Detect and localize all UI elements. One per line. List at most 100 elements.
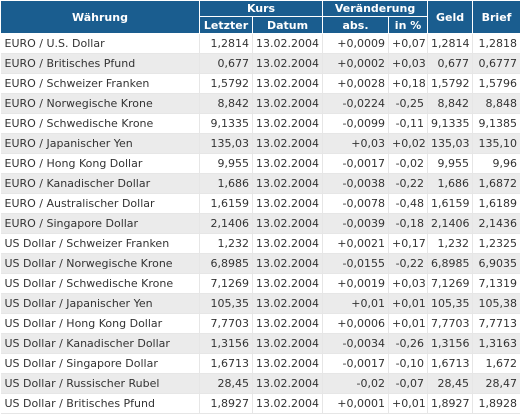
column-header-pct[interactable]: in % bbox=[389, 17, 428, 34]
cell-change-pct: +0,01 bbox=[389, 394, 428, 414]
cell-change-abs: +0,0028 bbox=[323, 74, 389, 94]
cell-change-pct: +0,01 bbox=[389, 294, 428, 314]
cell-last: 1,232 bbox=[200, 234, 253, 254]
cell-ask: 28,47 bbox=[473, 374, 520, 394]
cell-currency-pair: US Dollar / Russischer Rubel bbox=[1, 374, 200, 394]
cell-change-pct: -0,22 bbox=[389, 174, 428, 194]
column-header-ask[interactable]: Brief bbox=[473, 1, 520, 34]
cell-change-abs: +0,0002 bbox=[323, 54, 389, 74]
cell-bid: 2,1406 bbox=[428, 214, 473, 234]
cell-bid: 7,1269 bbox=[428, 274, 473, 294]
cell-last: 135,03 bbox=[200, 134, 253, 154]
column-header-bid[interactable]: Geld bbox=[428, 1, 473, 34]
cell-bid: 28,45 bbox=[428, 374, 473, 394]
cell-bid: 1,8927 bbox=[428, 394, 473, 414]
cell-currency-pair: EURO / Britisches Pfund bbox=[1, 54, 200, 74]
cell-ask: 8,848 bbox=[473, 94, 520, 114]
column-header-last[interactable]: Letzter bbox=[200, 17, 253, 34]
cell-currency-pair: EURO / Singapore Dollar bbox=[1, 214, 200, 234]
cell-currency-pair: EURO / Norwegische Krone bbox=[1, 94, 200, 114]
cell-last: 105,35 bbox=[200, 294, 253, 314]
cell-last: 2,1406 bbox=[200, 214, 253, 234]
cell-change-abs: +0,0009 bbox=[323, 34, 389, 54]
cell-ask: 105,38 bbox=[473, 294, 520, 314]
cell-bid: 135,03 bbox=[428, 134, 473, 154]
cell-bid: 7,7703 bbox=[428, 314, 473, 334]
cell-change-abs: +0,0021 bbox=[323, 234, 389, 254]
cell-date: 13.02.2004 bbox=[253, 154, 323, 174]
cell-currency-pair: US Dollar / Kanadischer Dollar bbox=[1, 334, 200, 354]
cell-bid: 6,8985 bbox=[428, 254, 473, 274]
cell-change-pct: -0,11 bbox=[389, 114, 428, 134]
cell-ask: 1,2818 bbox=[473, 34, 520, 54]
cell-change-abs: +0,01 bbox=[323, 294, 389, 314]
cell-currency-pair: US Dollar / Hong Kong Dollar bbox=[1, 314, 200, 334]
cell-ask: 1,6872 bbox=[473, 174, 520, 194]
cell-last: 9,1335 bbox=[200, 114, 253, 134]
cell-date: 13.02.2004 bbox=[253, 214, 323, 234]
cell-change-pct: +0,07 bbox=[389, 34, 428, 54]
cell-change-abs: -0,0224 bbox=[323, 94, 389, 114]
cell-last: 28,45 bbox=[200, 374, 253, 394]
cell-change-abs: -0,0099 bbox=[323, 114, 389, 134]
cell-currency-pair: US Dollar / Singapore Dollar bbox=[1, 354, 200, 374]
cell-change-pct: +0,02 bbox=[389, 134, 428, 154]
cell-bid: 1,2814 bbox=[428, 34, 473, 54]
cell-date: 13.02.2004 bbox=[253, 334, 323, 354]
cell-last: 1,6713 bbox=[200, 354, 253, 374]
cell-change-abs: +0,0006 bbox=[323, 314, 389, 334]
cell-change-abs: -0,0078 bbox=[323, 194, 389, 214]
cell-currency-pair: EURO / Schwedische Krone bbox=[1, 114, 200, 134]
column-header-abs[interactable]: abs. bbox=[323, 17, 389, 34]
cell-change-pct: -0,26 bbox=[389, 334, 428, 354]
cell-date: 13.02.2004 bbox=[253, 254, 323, 274]
cell-currency-pair: EURO / Hong Kong Dollar bbox=[1, 154, 200, 174]
cell-bid: 1,232 bbox=[428, 234, 473, 254]
cell-change-abs: -0,0038 bbox=[323, 174, 389, 194]
cell-last: 1,2814 bbox=[200, 34, 253, 54]
cell-bid: 1,3156 bbox=[428, 334, 473, 354]
cell-change-pct: +0,01 bbox=[389, 314, 428, 334]
cell-change-pct: -0,10 bbox=[389, 354, 428, 374]
cell-currency-pair: EURO / Japanischer Yen bbox=[1, 134, 200, 154]
cell-change-abs: -0,02 bbox=[323, 374, 389, 394]
cell-date: 13.02.2004 bbox=[253, 374, 323, 394]
cell-ask: 9,1385 bbox=[473, 114, 520, 134]
cell-last: 9,955 bbox=[200, 154, 253, 174]
cell-bid: 1,686 bbox=[428, 174, 473, 194]
cell-change-abs: -0,0034 bbox=[323, 334, 389, 354]
table-row[interactable]: US Dollar / Kanadischer Dollar 1,3156 13.0… bbox=[1, 334, 520, 354]
cell-change-abs: +0,03 bbox=[323, 134, 389, 154]
cell-bid: 8,842 bbox=[428, 94, 473, 114]
cell-ask: 135,10 bbox=[473, 134, 520, 154]
cell-bid: 1,6159 bbox=[428, 194, 473, 214]
column-header-currency[interactable]: Währung bbox=[1, 1, 200, 34]
cell-currency-pair: EURO / Kanadischer Dollar bbox=[1, 174, 200, 194]
column-header-date[interactable]: Datum bbox=[253, 17, 323, 34]
cell-last: 8,842 bbox=[200, 94, 253, 114]
column-group-rate: Kurs bbox=[200, 1, 323, 17]
cell-last: 1,8927 bbox=[200, 394, 253, 414]
cell-ask: 1,672 bbox=[473, 354, 520, 374]
cell-currency-pair: EURO / Australischer Dollar bbox=[1, 194, 200, 214]
